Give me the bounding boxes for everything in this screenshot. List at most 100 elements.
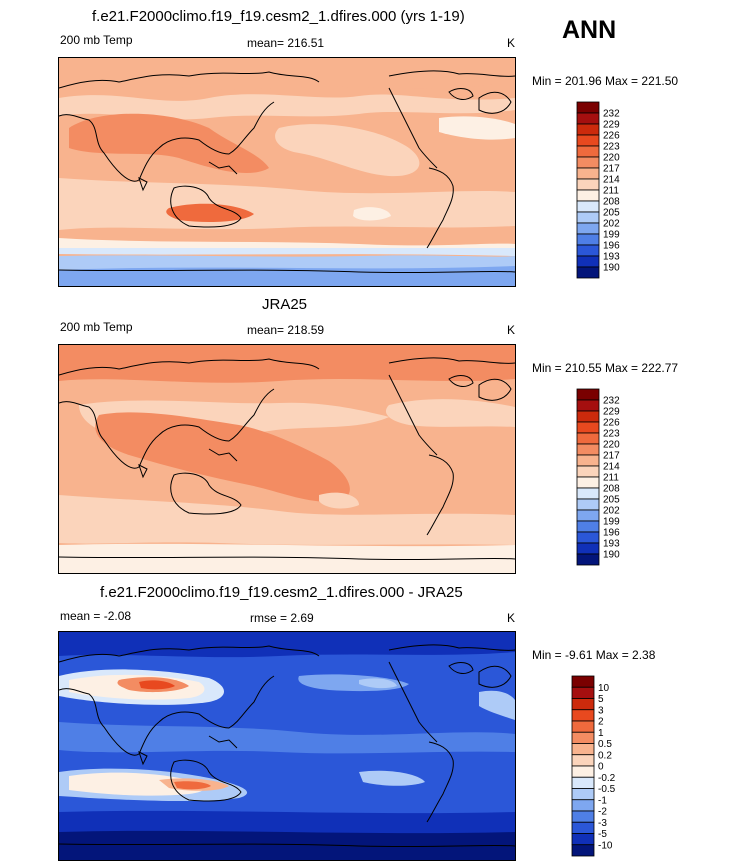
colorbar-swatch <box>576 156 600 169</box>
colorbar-swatch <box>576 388 600 401</box>
colorbar-tick-label: 226 <box>603 131 620 142</box>
colorbar-swatch <box>571 698 595 711</box>
colorbar-swatch <box>576 509 600 522</box>
colorbar-tick-label: 190 <box>603 550 620 561</box>
colorbar-swatch <box>571 788 595 801</box>
colorbar-tick-label: -3 <box>598 818 607 829</box>
season-label: ANN <box>562 16 617 44</box>
colorbar-swatch <box>576 542 600 555</box>
colorbar-swatch <box>576 134 600 147</box>
colorbar-tick-label: 190 <box>603 263 620 274</box>
colorbar-tick-label: 202 <box>603 506 620 517</box>
colorbar-tick-label: 10 <box>598 683 610 694</box>
colorbar-tick-label: 0.2 <box>598 750 612 761</box>
panel-2-variable-label: 200 mb Temp <box>60 320 133 334</box>
colorbar-swatch <box>576 465 600 478</box>
colorbar-tick-label: 211 <box>603 473 619 484</box>
colorbar-tick-label: 202 <box>603 219 620 230</box>
panel-2-minmax: Min = 210.55 Max = 222.77 <box>532 361 679 375</box>
colorbar-tick-label: -10 <box>598 840 613 851</box>
colorbar-swatch <box>571 675 595 688</box>
colorbar-swatch <box>571 686 595 699</box>
colorbar-swatch <box>576 498 600 511</box>
colorbar-tick-label: 229 <box>603 407 620 418</box>
panel-3-map <box>58 631 516 861</box>
panel-3-mean-label: mean = -2.08 <box>60 609 132 623</box>
colorbar-tick-label: 0.5 <box>598 739 612 750</box>
colorbar-swatch <box>576 101 600 114</box>
colorbar-swatch <box>576 553 600 566</box>
colorbar-swatch <box>571 731 595 744</box>
colorbar-swatch <box>576 189 600 202</box>
colorbar-tick-label: 223 <box>603 429 620 440</box>
colorbar-swatch <box>576 410 600 423</box>
colorbar-tick-label: 208 <box>603 484 620 495</box>
colorbar-swatch <box>576 112 600 125</box>
colorbar-tick-label: -2 <box>598 807 607 818</box>
colorbar-tick-label: 193 <box>603 252 620 263</box>
colorbar-tick-label: 199 <box>603 230 620 241</box>
colorbar-tick-label: 214 <box>603 175 620 186</box>
colorbar-swatch <box>576 233 600 246</box>
colorbar-tick-label: 220 <box>603 153 620 164</box>
colorbar-tick-label: 205 <box>603 208 620 219</box>
panel-1-colorbar: 232 229 226 223 220 217 214 211 208 205 202 199 196 1… <box>576 101 637 279</box>
colorbar-tick-label: 199 <box>603 517 620 528</box>
panel-3-colorbar: 10 5 3 2 1 0.5 0.2 0 -0.2 -0.5 -1 -2 -3 -5 -10 <box>571 675 632 857</box>
colorbar-tick-label: 2 <box>598 717 604 728</box>
colorbar-tick-label: 196 <box>603 528 620 539</box>
panel-2-units: K <box>507 323 516 337</box>
panel-2-colorbar: 232 229 226 223 220 217 214 211 208 205 202 199 196 1… <box>576 388 637 566</box>
panel-1-title: f.e21.F2000climo.f19_f19.cesm2_1.dfires.… <box>92 8 465 25</box>
colorbar-tick-label: 217 <box>603 451 620 462</box>
colorbar-swatch <box>571 709 595 722</box>
colorbar-swatch <box>571 720 595 733</box>
panel-1-map <box>58 57 516 287</box>
colorbar-swatch <box>571 743 595 756</box>
colorbar-swatch <box>576 476 600 489</box>
colorbar-tick-label: 208 <box>603 197 620 208</box>
colorbar-swatch <box>576 211 600 224</box>
panel-1-units: K <box>507 36 516 50</box>
colorbar-swatch <box>576 432 600 445</box>
colorbar-swatch <box>576 443 600 456</box>
panel-2-map <box>58 344 516 574</box>
panel-1-mean-label: mean= 216.51 <box>247 36 325 50</box>
colorbar-swatch <box>576 167 600 180</box>
colorbar-tick-label: 1 <box>598 728 604 739</box>
colorbar-tick-label: 193 <box>603 539 620 550</box>
colorbar-swatch <box>576 123 600 136</box>
colorbar-tick-label: -0.5 <box>598 784 616 795</box>
colorbar-tick-label: 0 <box>598 762 604 773</box>
colorbar-tick-label: 232 <box>603 396 620 407</box>
colorbar-tick-label: -1 <box>598 795 607 806</box>
colorbar-tick-label: 223 <box>603 142 620 153</box>
colorbar-tick-label: 229 <box>603 120 620 131</box>
colorbar-tick-label: 3 <box>598 705 604 716</box>
colorbar-swatch <box>576 200 600 213</box>
colorbar-swatch <box>571 776 595 789</box>
colorbar-tick-label: 205 <box>603 495 620 506</box>
colorbar-swatch <box>576 145 600 158</box>
colorbar-swatch <box>576 399 600 412</box>
colorbar-swatch <box>576 454 600 467</box>
colorbar-swatch <box>576 266 600 279</box>
colorbar-swatch <box>571 765 595 778</box>
panel-2-mean-label: mean= 218.59 <box>247 323 325 337</box>
colorbar-tick-label: 217 <box>603 164 620 175</box>
colorbar-tick-label: -0.2 <box>598 773 616 784</box>
colorbar-tick-label: 196 <box>603 241 620 252</box>
colorbar-tick-label: 211 <box>603 186 619 197</box>
colorbar-tick-label: -5 <box>598 829 607 840</box>
colorbar-swatch <box>576 421 600 434</box>
colorbar-swatch <box>576 255 600 268</box>
colorbar-swatch <box>571 810 595 823</box>
colorbar-swatch <box>576 222 600 235</box>
colorbar-tick-label: 214 <box>603 462 620 473</box>
colorbar-swatch <box>571 821 595 834</box>
colorbar-swatch <box>571 799 595 812</box>
colorbar-swatch <box>576 520 600 533</box>
colorbar-swatch <box>576 244 600 257</box>
colorbar-swatch <box>576 531 600 544</box>
colorbar-tick-label: 226 <box>603 418 620 429</box>
